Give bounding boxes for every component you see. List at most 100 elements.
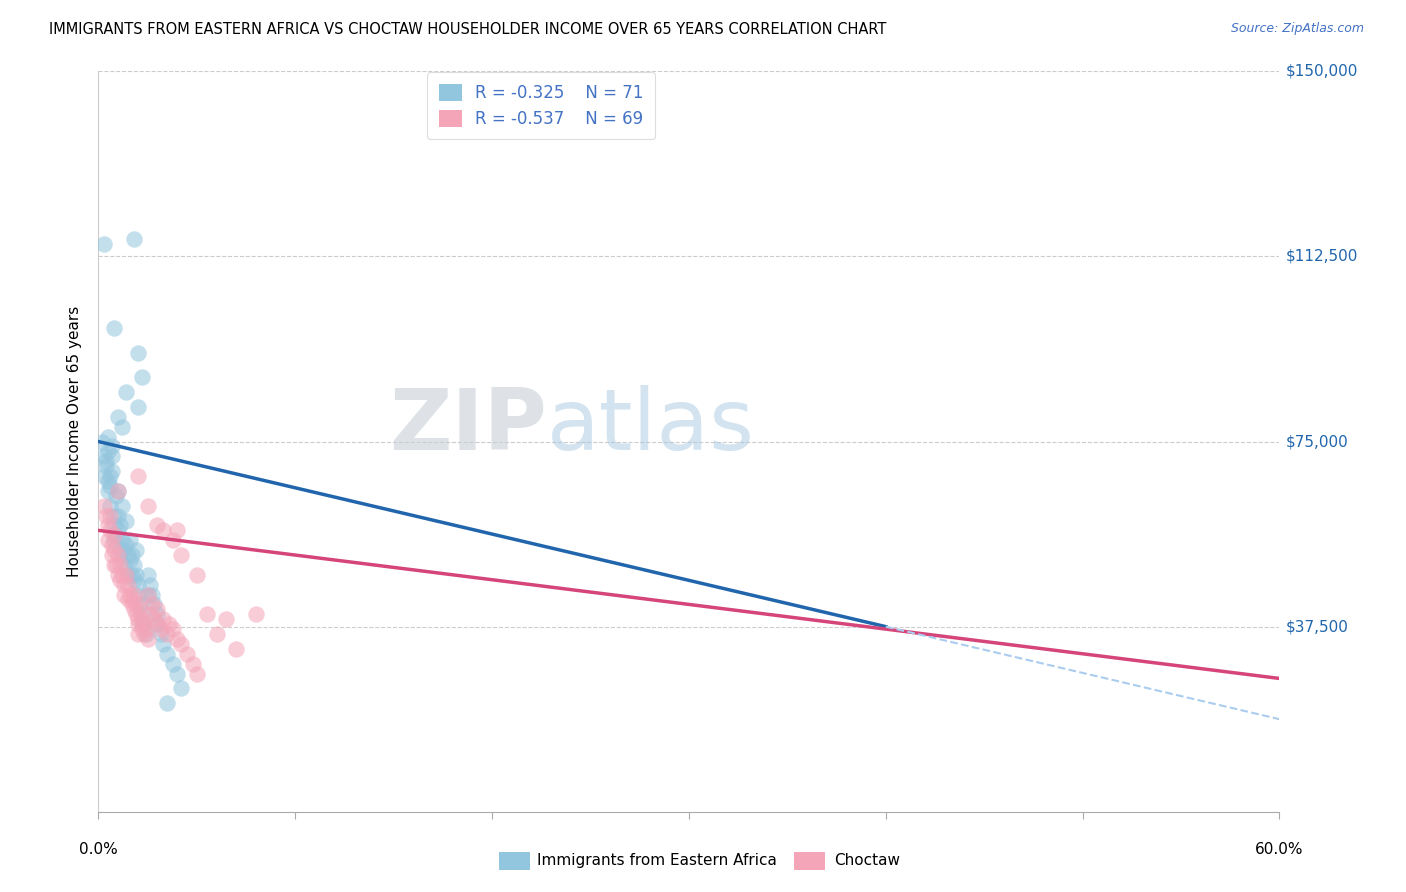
Point — [135, 622, 157, 636]
Point — [117, 577, 139, 591]
Point — [162, 533, 184, 548]
Point — [215, 612, 238, 626]
Point — [115, 385, 138, 400]
Point — [152, 612, 174, 626]
Point — [122, 558, 145, 572]
Point — [97, 533, 120, 548]
Point — [115, 567, 138, 582]
Point — [225, 641, 247, 656]
Point — [152, 637, 174, 651]
Point — [103, 558, 125, 572]
Point — [93, 450, 115, 464]
Point — [98, 469, 121, 483]
Point — [176, 647, 198, 661]
Point — [186, 666, 208, 681]
Point — [162, 657, 184, 671]
Point — [112, 558, 135, 572]
Point — [93, 499, 115, 513]
Point — [146, 617, 169, 632]
Point — [138, 577, 160, 591]
Point — [108, 558, 131, 572]
Point — [105, 489, 128, 503]
Point — [118, 533, 141, 548]
Point — [156, 627, 179, 641]
Point — [96, 454, 118, 468]
Point — [121, 567, 143, 582]
Point — [156, 647, 179, 661]
Point — [121, 598, 143, 612]
Point — [127, 577, 149, 591]
Point — [93, 469, 115, 483]
Point — [195, 607, 218, 622]
Text: Choctaw: Choctaw — [834, 854, 900, 868]
Point — [112, 588, 135, 602]
Point — [96, 508, 118, 523]
Point — [146, 602, 169, 616]
Point — [93, 237, 115, 252]
Point — [122, 602, 145, 616]
Text: ZIP: ZIP — [389, 385, 547, 468]
Point — [136, 632, 159, 646]
Point — [107, 483, 129, 498]
Point — [97, 474, 120, 488]
Point — [127, 612, 149, 626]
Point — [150, 622, 173, 636]
Point — [101, 450, 124, 464]
Point — [101, 548, 124, 562]
Point — [103, 518, 125, 533]
Point — [103, 543, 125, 558]
Point — [107, 567, 129, 582]
Point — [170, 548, 193, 562]
Point — [128, 598, 150, 612]
Point — [107, 524, 129, 538]
Point — [115, 514, 138, 528]
Text: IMMIGRANTS FROM EASTERN AFRICA VS CHOCTAW HOUSEHOLDER INCOME OVER 65 YEARS CORRE: IMMIGRANTS FROM EASTERN AFRICA VS CHOCTA… — [49, 22, 887, 37]
Text: Source: ZipAtlas.com: Source: ZipAtlas.com — [1230, 22, 1364, 36]
Point — [170, 637, 193, 651]
Point — [98, 479, 121, 493]
Point — [122, 573, 145, 587]
Point — [205, 627, 228, 641]
Point — [97, 483, 120, 498]
Point — [166, 666, 188, 681]
Point — [136, 588, 159, 602]
Point — [156, 696, 179, 710]
Point — [138, 607, 160, 622]
Point — [115, 538, 138, 552]
Point — [146, 607, 169, 622]
Point — [121, 592, 143, 607]
Point — [131, 612, 153, 626]
Point — [146, 518, 169, 533]
Point — [152, 524, 174, 538]
Point — [91, 434, 114, 449]
Point — [101, 538, 124, 552]
Point — [108, 543, 131, 558]
Point — [150, 627, 173, 641]
Text: Immigrants from Eastern Africa: Immigrants from Eastern Africa — [537, 854, 778, 868]
Point — [111, 419, 134, 434]
Point — [127, 400, 149, 414]
Point — [111, 567, 134, 582]
Point — [97, 429, 120, 443]
Point — [122, 588, 145, 602]
Legend: R = -0.325    N = 71, R = -0.537    N = 69: R = -0.325 N = 71, R = -0.537 N = 69 — [427, 72, 655, 139]
Point — [97, 518, 120, 533]
Point — [98, 499, 121, 513]
Point — [117, 548, 139, 562]
Point — [125, 543, 148, 558]
Point — [127, 469, 149, 483]
Point — [141, 588, 163, 602]
Point — [146, 617, 169, 632]
Point — [117, 592, 139, 607]
Point — [107, 508, 129, 523]
Point — [141, 598, 163, 612]
Point — [181, 657, 204, 671]
Point — [97, 444, 120, 458]
Point — [186, 567, 208, 582]
Text: $112,500: $112,500 — [1285, 249, 1358, 264]
Point — [127, 345, 149, 359]
Point — [131, 607, 153, 622]
Point — [170, 681, 193, 696]
Point — [125, 607, 148, 622]
Point — [121, 548, 143, 562]
